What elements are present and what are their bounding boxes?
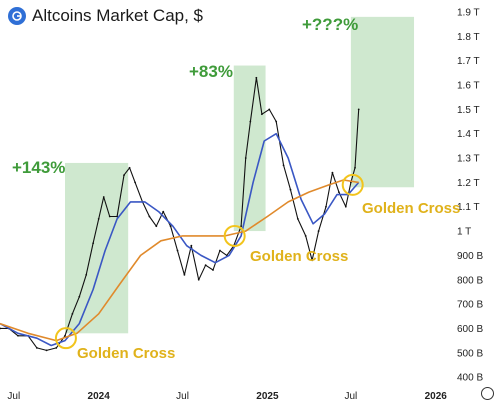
price-point-45 [317,230,320,232]
golden-cross-label-3: Golden Cross [362,200,461,217]
x-tick-label-5: 2026 [425,391,448,402]
price-point-0 [0,327,1,330]
series-ma_short [0,132,360,347]
price-point-25 [183,273,186,276]
price-point-34 [244,157,247,159]
y-tick-label-12: 700 B [457,300,483,311]
price-point-48 [337,191,340,194]
series-price [0,77,360,351]
golden-cross-marker-3 [341,173,364,196]
price-point-10 [85,273,88,276]
price-point-52 [357,108,360,111]
price-point-49 [344,205,347,208]
price-point-40 [282,164,285,167]
y-tick-label-1: 1.8 T [457,32,480,43]
chart-settings-icon[interactable] [481,387,494,400]
gain-label-3: +???% [302,15,359,34]
golden-cross-marker-1 [54,327,77,350]
x-tick-label-1: 2024 [88,391,111,402]
golden-cross-marker-2 [223,224,246,247]
highlight-zone-2 [233,65,266,232]
price-point-2 [17,334,19,337]
x-tick-label-4: Jul [344,391,357,402]
price-point-38 [268,108,271,111]
y-tick-label-10: 900 B [457,251,483,262]
chart-header: Altcoins Market Cap, $ [8,6,203,26]
price-point-35 [249,120,252,123]
price-point-17 [128,166,131,169]
price-point-16 [123,174,125,176]
x-tick-label-3: 2025 [256,391,279,402]
price-point-14 [108,215,111,218]
chart-title: Altcoins Market Cap, $ [32,6,204,25]
price-point-43 [304,235,307,237]
gain-label-2: +83% [189,62,233,81]
price-point-11 [92,242,95,245]
series-ma_long [0,179,359,342]
y-tick-label-3: 1.6 T [457,81,480,92]
price-point-30 [219,249,221,252]
price-point-46 [325,205,327,208]
price-point-6 [55,347,58,349]
y-tick-label-6: 1.3 T [457,154,480,165]
y-tick-label-2: 1.7 T [457,56,480,67]
y-tick-label-11: 800 B [457,275,483,286]
x-tick-label-0: Jul [7,391,20,402]
y-tick-label-8: 1.1 T [457,202,480,213]
price-point-7 [64,334,66,337]
coin-logo-icon [8,7,26,25]
price-point-47 [331,171,334,174]
x-tick-label-2: Jul [176,391,189,402]
price-point-42 [296,218,299,220]
price-point-22 [162,210,165,213]
price-point-44 [311,259,314,262]
highlight-zone-3 [350,16,415,188]
y-tick-label-9: 1 T [457,227,471,238]
price-point-51 [354,166,356,169]
y-tick-label-15: 400 B [457,373,483,384]
price-point-21 [155,225,158,228]
price-point-23 [169,225,172,228]
price-point-15 [116,215,119,218]
price-point-26 [190,244,193,247]
gain-label-1: +143% [12,158,66,177]
golden-cross-label-2: Golden Cross [250,248,349,265]
y-tick-label-5: 1.4 T [457,129,480,140]
price-point-20 [148,215,151,218]
price-point-27 [197,278,200,281]
price-point-37 [260,113,263,116]
y-tick-label-13: 600 B [457,324,483,335]
price-point-24 [176,249,179,252]
price-point-5 [45,349,48,352]
price-point-29 [212,269,214,271]
price-point-28 [204,264,207,267]
price-point-33 [240,225,243,228]
y-tick-label-14: 500 B [457,348,483,359]
price-point-39 [275,120,278,123]
y-tick-label-7: 1.2 T [457,178,480,189]
price-point-13 [102,196,105,198]
y-tick-label-4: 1.5 T [457,105,480,116]
price-point-9 [78,295,81,298]
y-tick-label-0: 1.9 T [457,8,480,19]
price-point-36 [255,76,258,79]
price-point-4 [35,347,38,349]
price-point-8 [71,312,74,315]
golden-cross-label-1: Golden Cross [77,345,176,362]
price-point-12 [97,218,100,220]
price-point-41 [289,188,292,191]
price-point-18 [134,181,136,184]
